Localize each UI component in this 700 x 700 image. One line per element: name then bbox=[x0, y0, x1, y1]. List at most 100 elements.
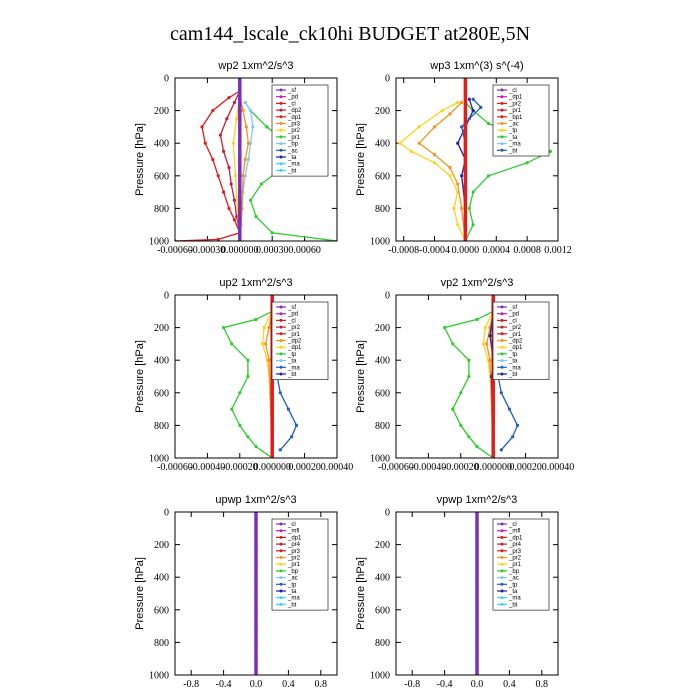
data-point bbox=[270, 407, 274, 411]
y-tick-label: 0 bbox=[385, 291, 390, 302]
legend-marker bbox=[500, 142, 504, 146]
data-point bbox=[499, 391, 503, 395]
x-tick-label: 0.000000 bbox=[474, 462, 512, 473]
data-point bbox=[246, 374, 250, 379]
data-point bbox=[507, 407, 511, 411]
y-tick-label: 800 bbox=[375, 638, 390, 649]
x-tick-label: 0.00020 bbox=[288, 462, 321, 473]
data-point bbox=[475, 657, 479, 661]
data-point bbox=[267, 358, 271, 362]
legend-label: _dp1 bbox=[508, 95, 523, 101]
legend-label: _cl bbox=[287, 101, 296, 107]
data-point bbox=[227, 166, 231, 170]
legend-label: _sf bbox=[508, 305, 517, 311]
legend-marker bbox=[500, 101, 504, 105]
data-point bbox=[238, 125, 242, 129]
data-point bbox=[254, 624, 258, 628]
data-point bbox=[467, 435, 471, 439]
x-tick-label: 0.00040 bbox=[321, 462, 354, 473]
x-tick-label: -0.00060 bbox=[157, 245, 193, 256]
legend-label: _ta bbox=[508, 359, 518, 365]
data-point bbox=[459, 423, 463, 427]
legend-label: _bt bbox=[508, 372, 518, 378]
data-point bbox=[467, 206, 471, 210]
legend-label: _pd bbox=[508, 312, 519, 318]
panel-6: vpwp 1xm^2/s^3 Pressure [hPa] 0 200 400 600 80… bbox=[355, 494, 559, 690]
legend-marker bbox=[500, 359, 504, 363]
legend-marker bbox=[279, 162, 283, 166]
legend-label: _bt bbox=[287, 168, 297, 174]
legend-marker bbox=[279, 549, 283, 553]
y-tick-label: 600 bbox=[375, 171, 390, 182]
legend-label: _bt bbox=[508, 148, 518, 154]
data-point bbox=[459, 391, 463, 395]
legend-marker bbox=[500, 305, 504, 309]
legend-marker bbox=[279, 88, 283, 92]
data-point bbox=[254, 526, 258, 530]
y-tick-label: 600 bbox=[154, 605, 169, 616]
data-point bbox=[254, 608, 258, 612]
legend-marker bbox=[279, 142, 283, 146]
data-point bbox=[211, 109, 215, 113]
data-point bbox=[486, 122, 491, 126]
legend-marker bbox=[279, 325, 283, 329]
plot-frame bbox=[395, 511, 559, 676]
y-axis-label: Pressure [hPa] bbox=[355, 340, 367, 413]
legend-label: _pr3 bbox=[287, 122, 301, 128]
data-point bbox=[475, 559, 479, 563]
y-axis-label: Pressure [hPa] bbox=[134, 557, 146, 630]
data-point bbox=[241, 109, 245, 113]
series-line-pr2 bbox=[239, 94, 250, 241]
data-point bbox=[241, 174, 245, 178]
legend-marker bbox=[500, 602, 504, 606]
data-point bbox=[216, 237, 220, 241]
data-point bbox=[451, 407, 455, 411]
data-point bbox=[222, 190, 226, 194]
x-tick-label: 0.8 bbox=[315, 679, 328, 690]
data-point bbox=[481, 342, 486, 346]
legend-marker bbox=[500, 365, 504, 369]
data-point bbox=[488, 334, 492, 338]
legend-label: _ma bbox=[508, 365, 521, 371]
plot-frame bbox=[395, 77, 559, 242]
legend-label: _ta bbox=[508, 135, 518, 141]
data-point bbox=[243, 157, 247, 162]
data-point bbox=[475, 444, 479, 449]
y-tick-label: 800 bbox=[375, 204, 390, 215]
data-point bbox=[254, 591, 258, 596]
legend-marker bbox=[279, 305, 283, 309]
legend-label: _tp bbox=[508, 352, 518, 358]
x-tick-label: 0.00040 bbox=[542, 462, 575, 473]
data-point bbox=[233, 174, 238, 178]
legend-marker bbox=[279, 148, 283, 152]
data-point bbox=[525, 161, 529, 165]
legend-marker bbox=[279, 562, 283, 566]
x-tick-label: -0.0004 bbox=[419, 245, 450, 256]
x-tick-label: 0.4 bbox=[282, 679, 295, 690]
legend-marker bbox=[279, 352, 283, 356]
x-tick-label: -0.0008 bbox=[388, 245, 419, 256]
legend-marker bbox=[500, 325, 504, 329]
legend-label: _pr1 bbox=[287, 562, 301, 568]
legend-label: _dp1 bbox=[508, 345, 523, 351]
legend-marker bbox=[279, 556, 283, 559]
data-point bbox=[254, 640, 258, 645]
legend-marker bbox=[279, 542, 283, 546]
legend-marker bbox=[279, 576, 283, 580]
data-point bbox=[260, 342, 265, 346]
legend-label: _pr3 bbox=[508, 549, 522, 555]
series-line-pr2 bbox=[398, 101, 466, 241]
data-point bbox=[432, 153, 437, 157]
legend-label: _ta bbox=[287, 589, 297, 595]
legend-label: _ta bbox=[508, 589, 518, 595]
y-tick-label: 200 bbox=[154, 323, 169, 334]
data-point bbox=[398, 141, 402, 145]
data-point bbox=[246, 358, 250, 362]
data-point bbox=[230, 342, 234, 346]
panel-title: upwp 1xm^2/s^3 bbox=[215, 494, 296, 506]
data-point bbox=[238, 423, 242, 427]
x-tick-label: 0.000000 bbox=[221, 245, 259, 256]
data-point bbox=[270, 231, 274, 235]
data-point bbox=[290, 435, 294, 439]
x-tick-label: 0.0008 bbox=[513, 245, 541, 256]
